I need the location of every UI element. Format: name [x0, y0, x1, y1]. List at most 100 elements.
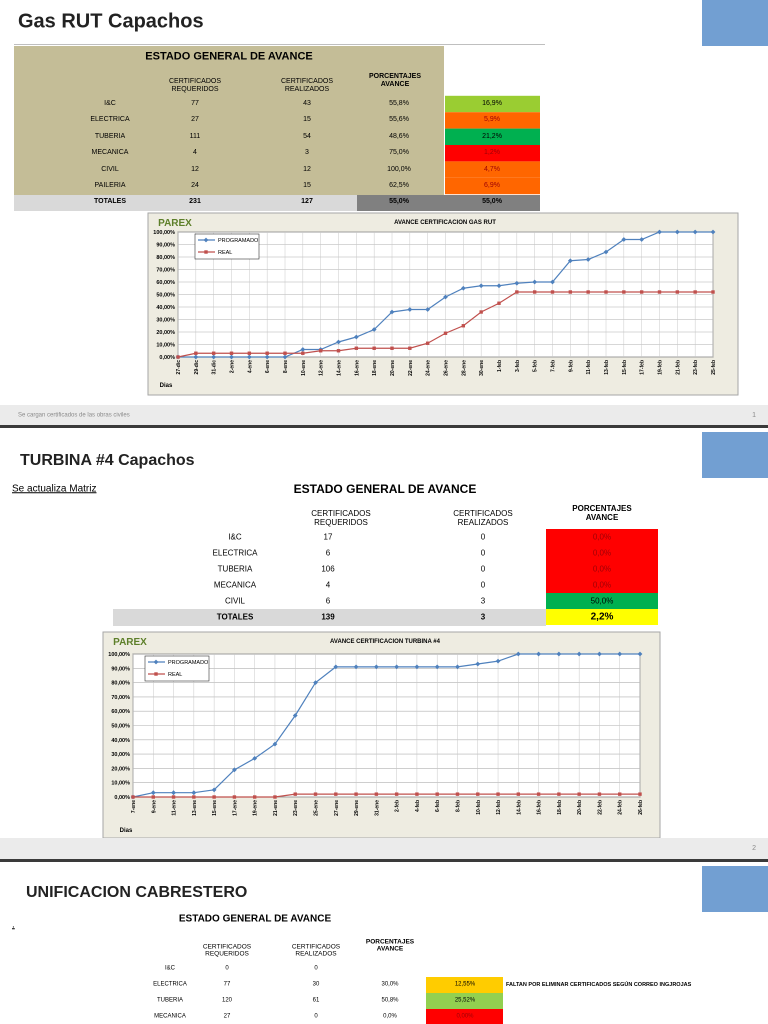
column-header: PORCENTAJES AVANCE	[572, 503, 632, 522]
table-cell: 12	[191, 165, 199, 173]
x-tick-label: 9-ene	[151, 800, 157, 813]
point	[455, 792, 460, 796]
point	[657, 290, 662, 294]
table-cell: 6	[325, 548, 331, 558]
table-cell: 2,2%	[590, 611, 614, 623]
point	[394, 664, 400, 670]
point	[389, 309, 395, 315]
point	[478, 283, 484, 289]
slide-graphics	[426, 866, 768, 1024]
point	[639, 237, 645, 242]
table-cell: 48,6%	[389, 132, 409, 140]
point	[496, 283, 502, 289]
slide: 0,00% 10,00% 20,00% 30,00% 40,00% 50,00% 60,00…	[0, 432, 768, 862]
x-tick-label: 10-feb	[476, 800, 482, 815]
page-number: 2	[752, 844, 756, 852]
table-cell: I&C	[164, 965, 176, 972]
x-tick-label: 17-ene	[232, 800, 238, 816]
point	[354, 792, 358, 796]
table-cell: 0	[314, 1013, 318, 1020]
x-tick-label: 7-ene	[131, 800, 137, 813]
point	[408, 346, 412, 350]
table-cell: 231	[189, 198, 201, 206]
y-tick-label: 100,00%	[153, 230, 175, 236]
point	[353, 664, 359, 670]
table-cell: 0,0%	[592, 532, 612, 542]
table-cell: 139	[321, 612, 335, 622]
point	[532, 279, 538, 285]
table-cell: 111	[189, 132, 201, 140]
status-cell	[546, 561, 658, 577]
y-tick-label: 30,00%	[156, 318, 175, 324]
x-tick-label: 24-ene	[426, 360, 432, 376]
table-title: ESTADO GENERAL DE AVANCE	[145, 50, 313, 63]
table-title: ESTADO GENERAL DE AVANCE	[293, 482, 477, 497]
point	[191, 790, 197, 796]
point	[176, 355, 180, 359]
column-header: CERTIFICADOS REQUERIDOS	[311, 508, 371, 527]
point	[301, 351, 305, 355]
table-cell: 4,7%	[484, 165, 500, 173]
table-cell: 55,6%	[389, 116, 409, 124]
point	[514, 280, 520, 286]
table-cell: 62,5%	[389, 181, 409, 189]
slide-separator	[0, 859, 768, 862]
x-tick-label: 14-feb	[516, 800, 522, 815]
point	[710, 229, 716, 235]
x-tick-label: 21-feb	[675, 360, 681, 375]
x-tick-label: 29-dic	[194, 360, 200, 375]
y-tick-label: 0,00%	[159, 355, 175, 361]
point	[603, 249, 609, 255]
slide-title: TURBINA #4 Capachos	[20, 451, 195, 469]
slide: UNIFICACION CABRESTERO. ESTADO GENERAL DE…	[0, 866, 768, 1024]
table-cell: 12,55%	[454, 981, 476, 988]
point	[674, 229, 680, 235]
point	[639, 290, 644, 294]
point	[476, 792, 480, 796]
point	[479, 310, 483, 314]
x-tick-label: 4-feb	[415, 800, 421, 812]
corner-block	[702, 432, 768, 478]
table-cell: 54	[303, 132, 311, 140]
x-tick-label: 27-ene	[334, 800, 340, 816]
legend-label: PROGRAMADO	[218, 238, 259, 244]
table-cell: 1,2%	[484, 149, 500, 157]
point	[434, 664, 440, 670]
legend-label: REAL	[168, 672, 182, 678]
point	[711, 290, 715, 294]
point	[657, 229, 662, 235]
x-tick-label: 31-ene	[374, 800, 380, 816]
table-cell: 0	[225, 965, 229, 972]
table-cell: 106	[321, 564, 335, 574]
status-cell	[426, 977, 503, 993]
table-cell: MECANICA	[154, 1013, 186, 1020]
status-cell	[445, 145, 540, 162]
slide-note: Se actualiza Matriz	[12, 483, 97, 495]
table-cell: CIVIL	[101, 165, 119, 173]
x-tick-label: 23-feb	[693, 360, 699, 375]
x-tick-label: 8-feb	[455, 800, 461, 812]
status-cell	[546, 529, 658, 545]
point	[495, 658, 501, 664]
x-axis-label: Dias	[160, 383, 173, 389]
x-tick-label: 12-feb	[496, 800, 502, 815]
x-tick-label: 7-feb	[551, 360, 557, 372]
chart-logo: PAREX	[158, 218, 192, 229]
column-header: CERTIFICADOS REQUERIDOS	[202, 943, 252, 958]
status-cell	[546, 609, 658, 625]
point	[264, 354, 270, 360]
table-cell: 30	[312, 981, 320, 988]
y-tick-label: 20,00%	[111, 766, 130, 772]
point	[415, 792, 419, 796]
y-tick-label: 60,00%	[111, 709, 130, 715]
x-tick-label: 12-ene	[319, 360, 325, 376]
y-tick-label: 20,00%	[156, 330, 175, 336]
table-cell: 4	[193, 149, 197, 157]
point	[300, 347, 306, 352]
table-cell: 30,0%	[381, 981, 399, 988]
y-tick-label: 50,00%	[156, 293, 175, 299]
point	[374, 792, 379, 796]
column-header: CERTIFICADOS REALIZADOS	[453, 508, 513, 527]
point	[425, 307, 431, 312]
slide-title: Gas RUT Capachos	[18, 10, 204, 33]
